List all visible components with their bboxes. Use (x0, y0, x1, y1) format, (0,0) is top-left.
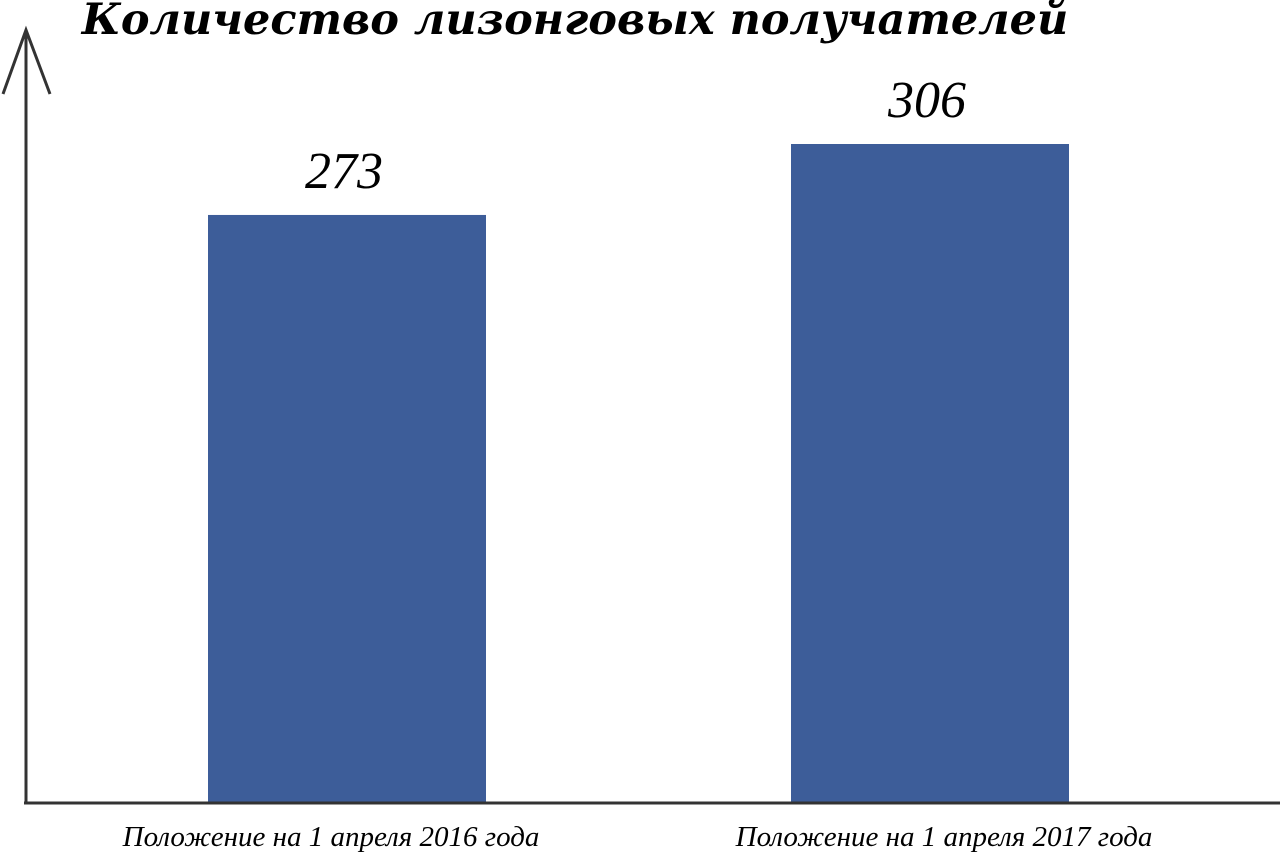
chart-title: Количество лизонговых получателей (80, 0, 1069, 45)
data-label-1: 273 (305, 143, 383, 200)
y-axis-arrow (1, 25, 52, 95)
category-label-1: Положение на 1 апреля 2016 года (122, 821, 540, 853)
axes (1, 25, 1280, 805)
data-labels-group: 273 306 (305, 72, 966, 200)
category-label-2: Положение на 1 апреля 2017 года (735, 821, 1153, 853)
data-label-2: 306 (887, 72, 966, 129)
bar-2 (791, 144, 1069, 802)
bars-group (208, 144, 1069, 802)
category-labels-group: Положение на 1 апреля 2016 года Положение… (122, 821, 1153, 853)
bar-1 (208, 214, 486, 802)
